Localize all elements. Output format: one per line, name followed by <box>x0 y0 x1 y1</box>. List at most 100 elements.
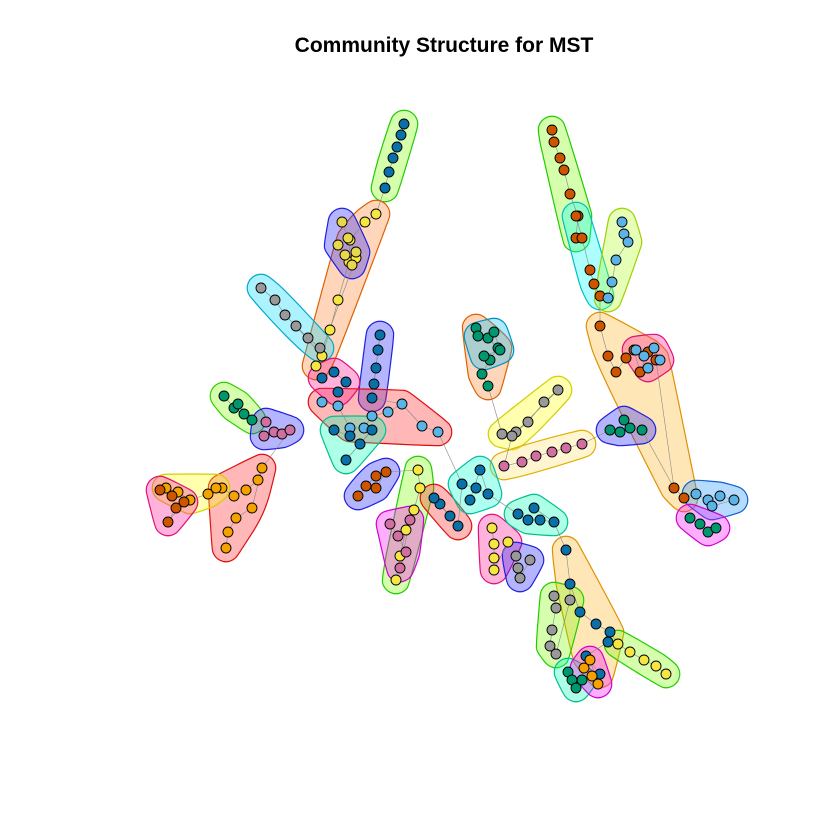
network-node <box>428 492 440 504</box>
network-node <box>554 152 566 164</box>
network-node <box>624 646 636 658</box>
network-node <box>560 442 572 454</box>
network-node <box>170 502 182 514</box>
network-node <box>359 216 371 228</box>
network-node <box>344 430 356 442</box>
network-node <box>255 282 267 294</box>
network-node <box>592 678 604 690</box>
network-node <box>432 426 444 438</box>
network-node <box>602 636 614 648</box>
network-node <box>256 462 268 474</box>
network-node <box>284 424 296 436</box>
network-node <box>258 430 270 442</box>
network-node <box>548 136 560 148</box>
network-node <box>384 518 396 530</box>
network-node <box>510 550 522 562</box>
network-node <box>584 654 596 666</box>
network-edge <box>641 429 675 489</box>
network-node <box>660 668 672 680</box>
network-node <box>642 362 654 374</box>
network-node <box>370 362 382 374</box>
network-node <box>372 344 384 356</box>
network-node <box>202 488 214 500</box>
network-node <box>512 508 524 520</box>
network-node <box>690 488 702 500</box>
network-edge <box>581 237 591 271</box>
network-node <box>496 428 508 440</box>
network-node <box>576 438 588 450</box>
network-node <box>604 626 616 638</box>
network-node <box>166 490 178 502</box>
community-hull-17 <box>489 429 597 481</box>
network-node <box>314 342 326 354</box>
network-node <box>414 482 426 494</box>
network-node <box>576 232 588 244</box>
network-node <box>524 554 536 566</box>
network-node <box>400 546 412 558</box>
network-node <box>728 494 740 506</box>
network-node <box>570 682 582 694</box>
network-node <box>636 424 648 436</box>
network-node <box>576 674 588 686</box>
network-node <box>246 502 258 514</box>
network-node <box>472 330 484 342</box>
network-node <box>302 332 314 344</box>
network-node <box>622 236 634 248</box>
network-node <box>290 320 302 332</box>
network-node <box>550 602 562 614</box>
network-node <box>368 378 380 390</box>
network-node <box>564 594 576 606</box>
network-node <box>162 516 174 528</box>
network-node <box>488 564 500 576</box>
network-node <box>310 360 322 372</box>
network-node <box>332 400 344 412</box>
network-node <box>210 482 222 494</box>
network-node <box>522 514 534 526</box>
network-node <box>546 446 558 458</box>
network-node <box>352 490 364 502</box>
network-node <box>612 638 624 650</box>
network-node <box>618 414 630 426</box>
network-edge <box>251 467 263 509</box>
network-node <box>638 654 650 666</box>
network-node <box>684 512 696 524</box>
network-node <box>488 538 500 550</box>
network-node <box>452 520 464 532</box>
network-node <box>530 450 542 462</box>
network-edge <box>555 599 571 655</box>
network-node <box>240 484 252 496</box>
network-node <box>154 484 166 496</box>
network-node <box>638 350 650 362</box>
network-node <box>222 526 234 538</box>
network-node <box>230 512 242 524</box>
network-node <box>544 640 556 652</box>
network-node <box>620 352 632 364</box>
network-node <box>502 536 514 548</box>
network-edge <box>565 549 571 585</box>
network-node <box>392 530 404 542</box>
network-node <box>606 276 618 288</box>
network-node <box>546 124 558 136</box>
network-node <box>710 522 722 534</box>
network-node <box>279 309 291 321</box>
network-node <box>498 460 510 472</box>
network-node <box>474 464 486 476</box>
network-node <box>564 188 576 200</box>
network-node <box>650 660 662 672</box>
network-node <box>366 424 378 436</box>
network-node <box>588 278 600 290</box>
network-node <box>570 210 582 222</box>
network-node <box>548 590 560 602</box>
network-node <box>218 390 230 402</box>
network-node <box>228 490 240 502</box>
network-node <box>382 406 394 418</box>
network-node <box>648 342 660 354</box>
network-edge <box>487 493 519 515</box>
network-node <box>316 372 328 384</box>
network-node <box>512 562 524 574</box>
network-node <box>328 424 340 436</box>
network-node <box>546 624 558 636</box>
network-node <box>522 416 534 428</box>
network-node <box>706 500 718 512</box>
